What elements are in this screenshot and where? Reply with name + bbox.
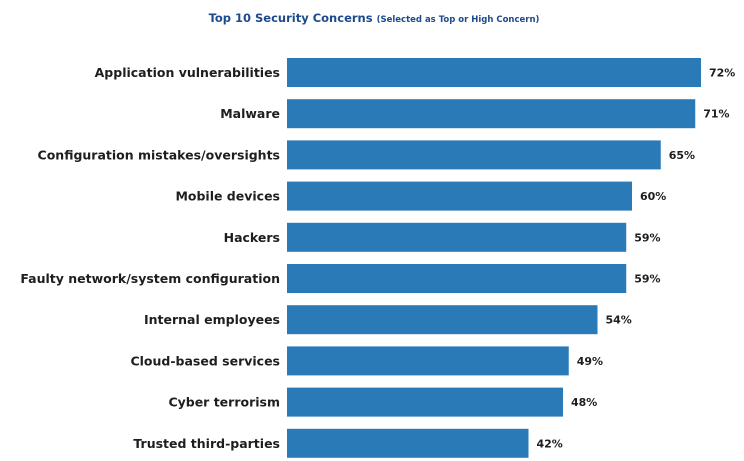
category-label: Application vulnerabilities — [95, 65, 280, 80]
value-label: 49% — [577, 355, 603, 368]
value-label: 72% — [709, 67, 735, 80]
category-label: Hackers — [224, 230, 280, 245]
bar — [287, 305, 598, 335]
bar — [287, 140, 661, 170]
bar — [287, 428, 529, 458]
value-label: 59% — [634, 273, 660, 286]
chart-subtitle: (Selected as Top or High Concern) — [377, 15, 540, 25]
bars-group: Application vulnerabilities 72% Malware 71%… — [20, 58, 735, 458]
value-label: 65% — [669, 149, 695, 162]
bar — [287, 222, 627, 252]
bar-row-application-vulnerabilities: Application vulnerabilities 72% — [95, 58, 735, 87]
bar — [287, 99, 696, 129]
value-label: 54% — [606, 314, 632, 327]
category-label: Cloud-based services — [130, 353, 280, 368]
bar — [287, 346, 569, 376]
bar-row-hackers: Hackers 59% — [224, 222, 661, 252]
category-label: Configuration mistakes/oversights — [38, 147, 280, 162]
bar — [287, 387, 563, 417]
bar-row-malware: Malware 71% — [220, 99, 730, 129]
category-label: Trusted third-parties — [133, 436, 280, 451]
value-label: 71% — [703, 108, 729, 121]
value-label: 60% — [640, 190, 666, 203]
bar — [287, 181, 632, 211]
category-label: Internal employees — [144, 312, 280, 327]
bar — [287, 58, 701, 87]
value-label: 42% — [537, 437, 563, 450]
bar — [287, 264, 627, 293]
bar-row-cyber-terrorism: Cyber terrorism 48% — [168, 387, 597, 417]
category-label: Cyber terrorism — [168, 395, 280, 410]
bar-row-configuration-mistakes-oversights: Configuration mistakes/oversights 65% — [38, 140, 695, 170]
chart-title: Top 10 Security Concerns (Selected as Top… — [209, 11, 540, 25]
bar-row-mobile-devices: Mobile devices 60% — [175, 181, 666, 211]
bar-row-internal-employees: Internal employees 54% — [144, 305, 632, 335]
value-label: 48% — [571, 396, 597, 409]
bar-row-faulty-network-system-configuration: Faulty network/system configuration 59% — [20, 264, 661, 293]
chart-title-main: Top 10 Security Concerns — [209, 11, 373, 25]
bar-row-cloud-based-services: Cloud-based services 49% — [130, 346, 603, 376]
bar-row-trusted-third-parties: Trusted third-parties 42% — [133, 428, 563, 458]
category-label: Malware — [220, 106, 280, 121]
category-label: Faulty network/system configuration — [20, 271, 280, 286]
value-label: 59% — [634, 231, 660, 244]
category-label: Mobile devices — [175, 189, 280, 204]
